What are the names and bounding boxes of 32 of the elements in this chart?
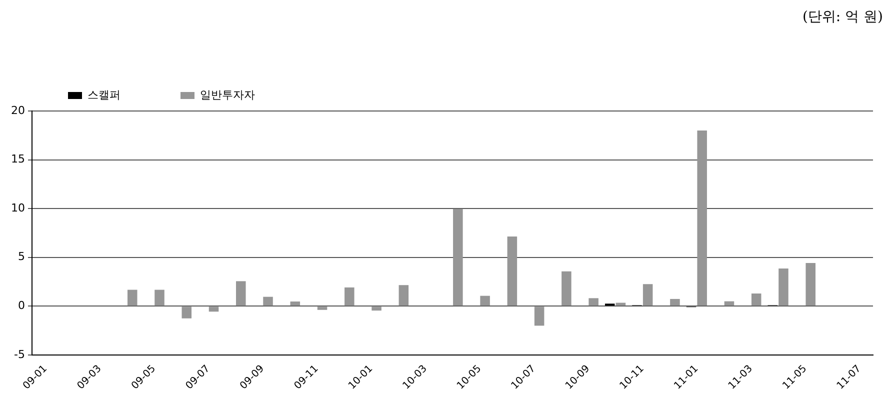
bar xyxy=(182,306,192,318)
bar xyxy=(751,293,762,306)
bar xyxy=(290,301,300,306)
bar xyxy=(127,290,138,306)
bar xyxy=(670,298,680,306)
bar xyxy=(398,285,409,306)
bar xyxy=(372,306,382,311)
bar xyxy=(697,130,707,306)
bar xyxy=(263,296,273,306)
bar xyxy=(154,290,164,306)
bar xyxy=(236,281,246,306)
legend-label: 일반투자자 xyxy=(200,88,255,102)
y-tick-label: 20 xyxy=(10,104,25,117)
bar xyxy=(208,306,219,312)
y-tick-label: 10 xyxy=(10,201,25,214)
y-tick-label: 5 xyxy=(18,250,25,264)
bar xyxy=(507,236,518,306)
bar xyxy=(317,306,328,310)
bar xyxy=(453,208,463,306)
bar xyxy=(562,271,572,306)
bar xyxy=(588,298,598,306)
y-tick-label: 0 xyxy=(18,299,25,312)
bar xyxy=(344,287,354,306)
bar xyxy=(806,263,816,306)
bar xyxy=(778,268,788,306)
text: (단위: 억 원) xyxy=(801,8,883,27)
y-tick-label: -5 xyxy=(14,348,25,361)
bar xyxy=(534,306,544,326)
y-tick-label: 15 xyxy=(10,152,25,166)
bar xyxy=(642,284,653,306)
legend-label: 스캘퍼 xyxy=(88,88,120,102)
bar xyxy=(480,296,490,306)
